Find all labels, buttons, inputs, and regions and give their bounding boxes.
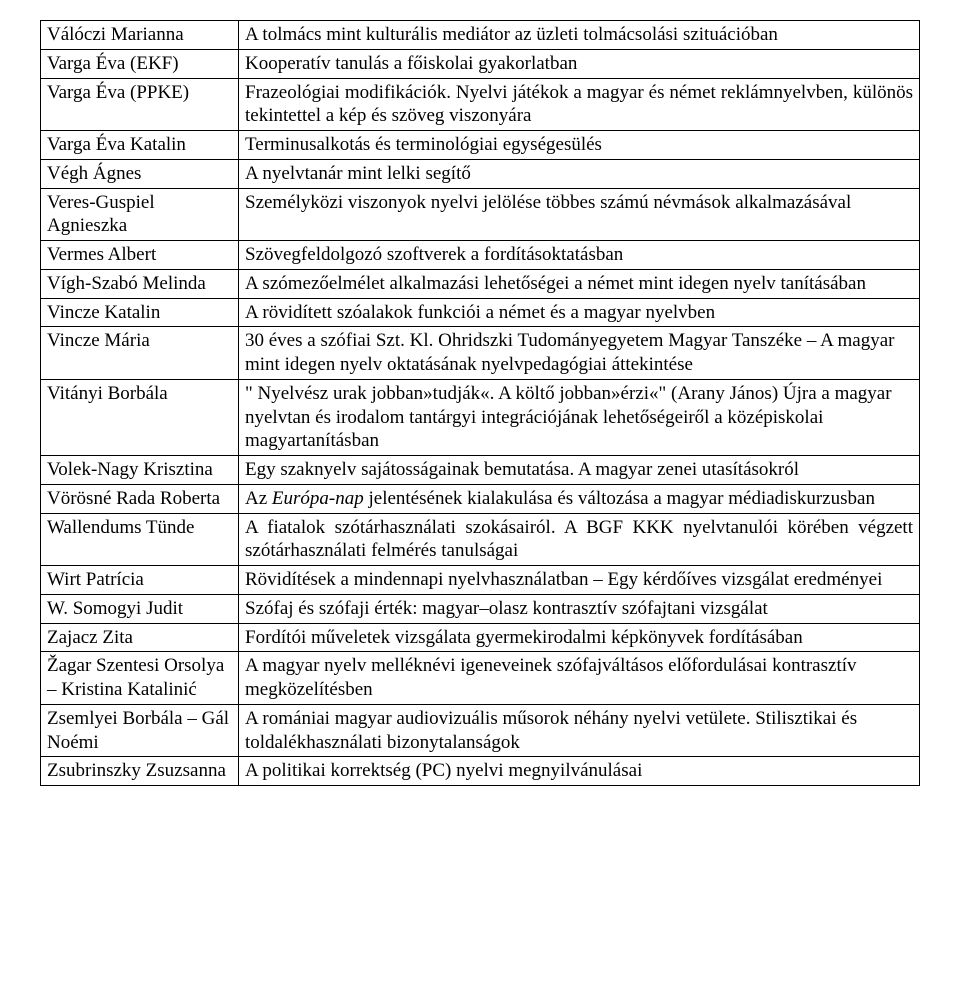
title-cell: A rövidített szóalakok funkciói a német … — [239, 298, 920, 327]
title-cell: A magyar nyelv melléknévi igeneveinek sz… — [239, 652, 920, 705]
author-cell: Zajacz Zita — [41, 623, 239, 652]
author-cell: Volek-Nagy Krisztina — [41, 456, 239, 485]
author-cell: Vörösné Rada Roberta — [41, 484, 239, 513]
author-cell: Zsemlyei Borbála – Gál Noémi — [41, 704, 239, 757]
table-row: Varga Éva KatalinTerminusalkotás és term… — [41, 131, 920, 160]
title-cell: A tolmács mint kulturális mediátor az üz… — [239, 21, 920, 50]
author-cell: Wallendums Tünde — [41, 513, 239, 566]
table-row: Válóczi MariannaA tolmács mint kulturáli… — [41, 21, 920, 50]
title-cell: A szómezőelmélet alkalmazási lehetőségei… — [239, 269, 920, 298]
author-cell: Zsubrinszky Zsuzsanna — [41, 757, 239, 786]
title-cell: Terminusalkotás és terminológiai egysége… — [239, 131, 920, 160]
author-cell: Válóczi Marianna — [41, 21, 239, 50]
table-row: Vincze Mária30 éves a szófiai Szt. Kl. O… — [41, 327, 920, 380]
author-cell: Végh Ágnes — [41, 159, 239, 188]
table-row: Vitányi Borbála" Nyelvész urak jobban»tu… — [41, 379, 920, 455]
author-cell: Varga Éva (PPKE) — [41, 78, 239, 131]
title-cell: Az Európa-nap jelentésének kialakulása é… — [239, 484, 920, 513]
title-cell: A politikai korrektség (PC) nyelvi megny… — [239, 757, 920, 786]
table-row: Varga Éva (PPKE)Frazeológiai modifikáció… — [41, 78, 920, 131]
author-cell: Vígh-Szabó Melinda — [41, 269, 239, 298]
author-cell: Wirt Patrícia — [41, 566, 239, 595]
title-cell: A nyelvtanár mint lelki segítő — [239, 159, 920, 188]
title-cell: Frazeológiai modifikációk. Nyelvi játéko… — [239, 78, 920, 131]
author-cell: Varga Éva Katalin — [41, 131, 239, 160]
author-cell: Vermes Albert — [41, 241, 239, 270]
title-cell: A romániai magyar audiovizuális műsorok … — [239, 704, 920, 757]
table-row: Žagar Szentesi Orsolya – Kristina Katali… — [41, 652, 920, 705]
table-row: W. Somogyi JuditSzófaj és szófaji érték:… — [41, 594, 920, 623]
author-cell: Veres-Guspiel Agnieszka — [41, 188, 239, 241]
author-cell: Vincze Mária — [41, 327, 239, 380]
title-cell: A fiatalok szótárhasználati szokásairól.… — [239, 513, 920, 566]
table-row: Varga Éva (EKF)Kooperatív tanulás a főis… — [41, 49, 920, 78]
title-cell: Fordítói műveletek vizsgálata gyermekiro… — [239, 623, 920, 652]
table-row: Zajacz ZitaFordítói műveletek vizsgálata… — [41, 623, 920, 652]
abstracts-table: Válóczi MariannaA tolmács mint kulturáli… — [40, 20, 920, 786]
title-cell: Rövidítések a mindennapi nyelvhasználatb… — [239, 566, 920, 595]
title-cell: Szófaj és szófaji érték: magyar–olasz ko… — [239, 594, 920, 623]
table-row: Wirt PatríciaRövidítések a mindennapi ny… — [41, 566, 920, 595]
author-cell: Varga Éva (EKF) — [41, 49, 239, 78]
document-page: Válóczi MariannaA tolmács mint kulturáli… — [0, 0, 960, 999]
table-row: Vermes AlbertSzövegfeldolgozó szoftverek… — [41, 241, 920, 270]
title-cell: Személyközi viszonyok nyelvi jelölése tö… — [239, 188, 920, 241]
table-row: Zsubrinszky ZsuzsannaA politikai korrekt… — [41, 757, 920, 786]
title-cell: " Nyelvész urak jobban»tudják«. A költő … — [239, 379, 920, 455]
title-cell: 30 éves a szófiai Szt. Kl. Ohridszki Tud… — [239, 327, 920, 380]
table-row: Volek-Nagy KrisztinaEgy szaknyelv sajáto… — [41, 456, 920, 485]
author-cell: Vincze Katalin — [41, 298, 239, 327]
table-row: Vígh-Szabó MelindaA szómezőelmélet alkal… — [41, 269, 920, 298]
table-row: Zsemlyei Borbála – Gál NoémiA romániai m… — [41, 704, 920, 757]
title-cell: Szövegfeldolgozó szoftverek a fordítások… — [239, 241, 920, 270]
author-cell: Vitányi Borbála — [41, 379, 239, 455]
title-cell: Egy szaknyelv sajátosságainak bemutatása… — [239, 456, 920, 485]
table-row: Vincze KatalinA rövidített szóalakok fun… — [41, 298, 920, 327]
table-row: Wallendums TündeA fiatalok szótárhasznál… — [41, 513, 920, 566]
table-row: Végh ÁgnesA nyelvtanár mint lelki segítő — [41, 159, 920, 188]
author-cell: W. Somogyi Judit — [41, 594, 239, 623]
table-row: Vörösné Rada RobertaAz Európa-nap jelent… — [41, 484, 920, 513]
table-row: Veres-Guspiel AgnieszkaSzemélyközi viszo… — [41, 188, 920, 241]
title-cell: Kooperatív tanulás a főiskolai gyakorlat… — [239, 49, 920, 78]
author-cell: Žagar Szentesi Orsolya – Kristina Katali… — [41, 652, 239, 705]
